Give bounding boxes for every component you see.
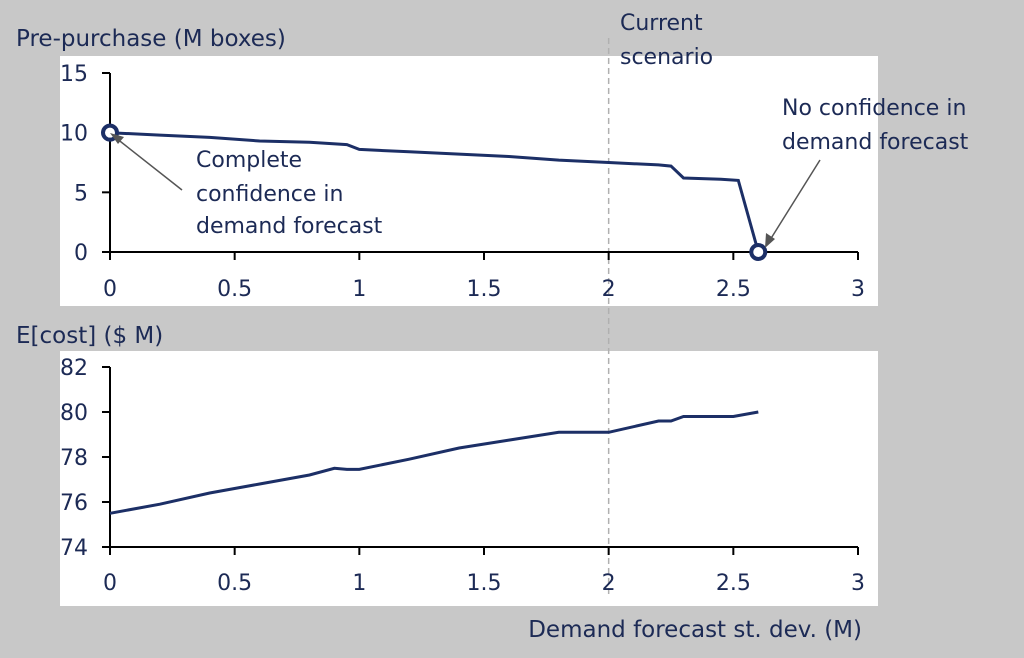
bottom-y-tick-label: 74 [60,536,88,561]
bottom-x-tick-label: 3 [851,571,865,596]
top-chart-title: Pre-purchase (M boxes) [16,26,286,52]
top-x-tick-label: 0.5 [217,277,252,302]
bottom-y-tick-label: 82 [60,356,88,381]
top-x-tick-label: 0 [103,277,117,302]
bottom-x-tick-label: 0 [103,571,117,596]
bottom-x-tick-label: 0.5 [217,571,252,596]
top-x-tick-label: 1.5 [467,277,502,302]
bottom-panel-background [60,351,878,606]
complete-confidence-label-line-3: demand forecast [196,214,383,239]
top-y-tick-label: 10 [60,122,88,147]
top-x-tick-label: 2 [602,277,616,302]
top-x-tick-label: 2.5 [716,277,751,302]
bottom-y-tick-label: 80 [60,401,88,426]
complete-confidence-arrowhead [110,133,124,144]
current-scenario-label-line-2: scenario [620,45,713,70]
complete-confidence-label-line-2: confidence in [196,182,343,207]
bottom-x-tick-label: 2.5 [716,571,751,596]
no-confidence-arrow [769,159,821,241]
top-y-tick-label: 15 [60,62,88,87]
bottom-x-tick-label: 1.5 [467,571,502,596]
complete-confidence-arrow [115,137,183,191]
bottom-y-tick-label: 78 [60,446,88,471]
complete-confidence-label-line-1: Complete [196,148,302,173]
bottom-plot-area: 74 76 78 80 82 0 0.5 1 1.5 2 2.5 3 [60,356,865,596]
current-scenario-label-line-1: Current [620,11,703,36]
bottom-series-line [109,410,759,515]
top-y-tick-label: 5 [74,181,88,206]
no-confidence-label-line-1: No confidence in [782,96,966,121]
no-confidence-label-line-2: demand forecast [782,130,969,155]
top-panel-background [60,56,878,306]
bottom-x-tick-label: 2 [602,571,616,596]
x-axis-label: Demand forecast st. dev. (M) [528,617,862,643]
bottom-y-tick-label: 76 [60,491,88,516]
top-x-tick-label: 3 [851,277,865,302]
top-data-marker [749,243,768,261]
bottom-x-tick-label: 1 [352,571,366,596]
no-confidence-arrowhead [765,233,775,248]
top-series-line [109,131,760,253]
top-y-tick-label: 0 [74,241,88,266]
top-plot-area: 0 5 10 15 0 0.5 1 1.5 2 2.5 3 [60,62,865,302]
bottom-chart-title: E[cost] ($ M) [16,323,163,349]
top-x-tick-label: 1 [352,277,366,302]
